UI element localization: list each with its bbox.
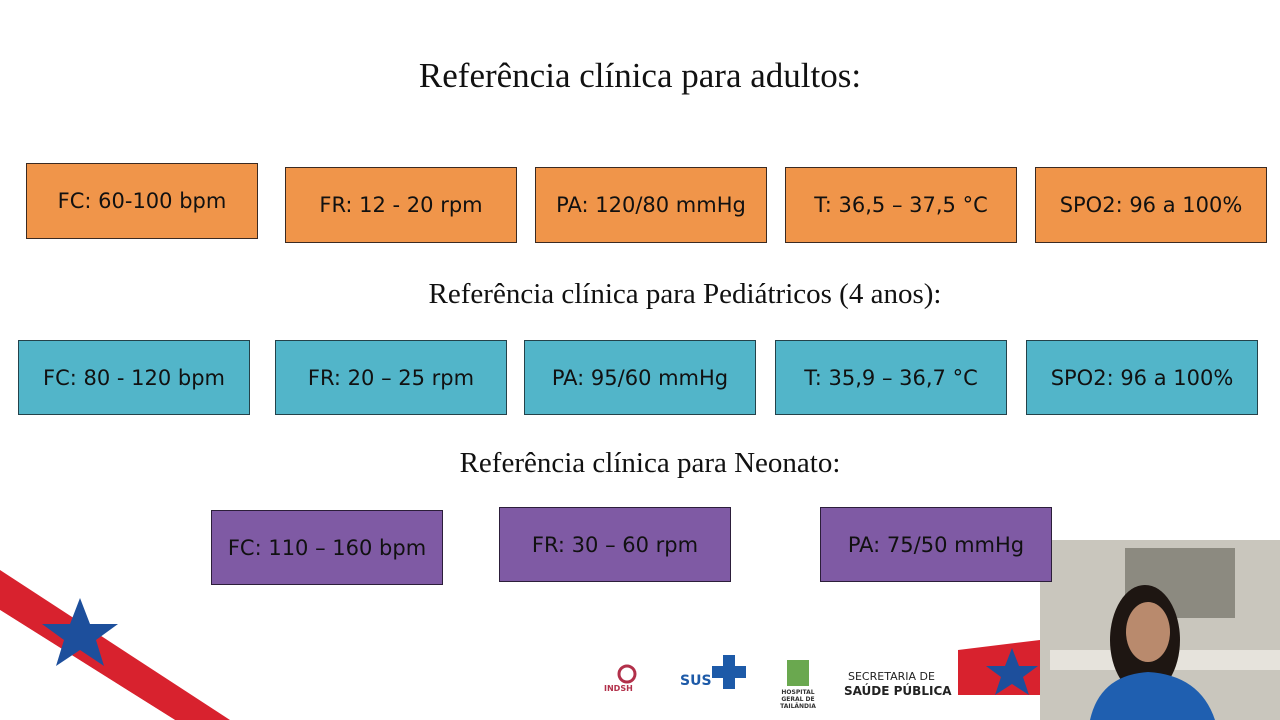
webcam-shirt [1090,672,1215,720]
reference-box: SPO2: 96 a 100% [1035,167,1267,243]
logo-text: SUS [680,673,712,689]
webcam-face [1126,602,1170,662]
section-title: Referência clínica para Neonato: [459,447,841,479]
section-title: Referência clínica para adultos: [418,56,862,95]
logo-text: SECRETARIA DE [848,670,935,683]
sus-cross [723,655,735,689]
reference-box: FR: 12 - 20 rpm [285,167,517,243]
indsh-icon [617,664,637,684]
flag-star [986,648,1038,695]
reference-box: PA: 75/50 mmHg [820,507,1052,582]
reference-box: PA: 95/60 mmHg [524,340,756,415]
logo-text: INDSH [604,684,633,693]
reference-box: FC: 80 - 120 bpm [18,340,250,415]
reference-box: T: 36,5 – 37,5 °C [785,167,1017,243]
star [42,598,118,666]
reference-box: SPO2: 96 a 100% [1026,340,1258,415]
reference-box: PA: 120/80 mmHg [535,167,767,243]
reference-box: FR: 20 – 25 rpm [275,340,507,415]
reference-box: FR: 30 – 60 rpm [499,507,731,582]
section-title: Referência clínica para Pediátricos (4 a… [428,278,942,310]
white-stripe [0,610,175,720]
hospital-icon [787,660,809,686]
reference-box: FC: 60-100 bpm [26,163,258,239]
reference-box: FC: 110 – 160 bpm [211,510,443,585]
reference-box: T: 35,9 – 36,7 °C [775,340,1007,415]
red-stripe [0,570,230,720]
logo-text: SAÚDE PÚBLICA [844,684,952,698]
logo-text: HOSPITAL GERAL DE TAILÂNDIA [780,689,816,710]
